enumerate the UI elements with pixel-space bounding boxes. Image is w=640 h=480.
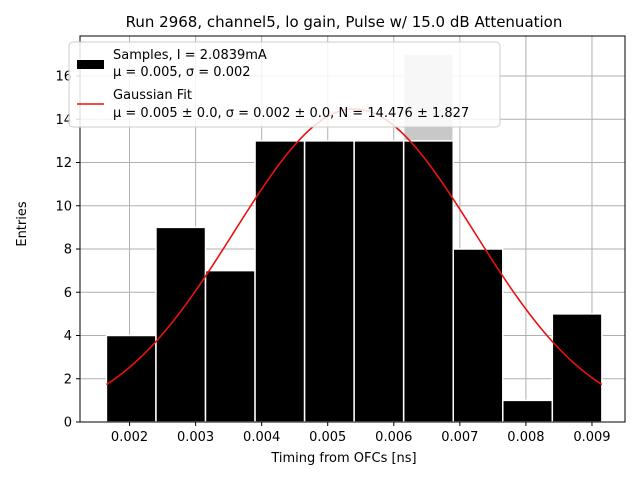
legend-box bbox=[68, 41, 501, 128]
x-axis-ticks: 0.002 0.003 0.004 0.005 0.006 0.007 0.008 0.009 bbox=[111, 422, 611, 445]
y-tick-label: 8 bbox=[64, 243, 72, 258]
legend-samples-line2: μ = 0.005, σ = 0.002 bbox=[113, 65, 251, 80]
histogram-bar bbox=[551, 313, 603, 423]
y-tick-label: 6 bbox=[64, 286, 72, 301]
histogram-bar bbox=[502, 399, 554, 423]
histogram-bar-overlay bbox=[402, 140, 454, 423]
histogram-bar bbox=[303, 140, 355, 423]
y-tick-label: 10 bbox=[55, 199, 72, 214]
y-tick-label: 2 bbox=[64, 372, 72, 387]
histogram-bar bbox=[204, 269, 256, 423]
x-tick-label: 0.004 bbox=[243, 430, 280, 445]
x-tick-label: 0.006 bbox=[375, 430, 412, 445]
legend-samples-line1: Samples, I = 2.0839mA bbox=[113, 48, 267, 63]
y-axis-ticks: 0 2 4 6 8 10 12 14 16 bbox=[55, 70, 80, 431]
x-tick-label: 0.003 bbox=[177, 430, 214, 445]
y-tick-label: 16 bbox=[55, 70, 72, 85]
legend-fit-line2: μ = 0.005 ± 0.0, σ = 0.002 ± 0.0, N = 14… bbox=[113, 106, 469, 121]
histogram-bar bbox=[155, 226, 207, 423]
x-tick-label: 0.002 bbox=[111, 430, 148, 445]
chart-title: Run 2968, channel5, lo gain, Pulse w/ 15… bbox=[126, 13, 563, 31]
x-tick-label: 0.009 bbox=[573, 430, 610, 445]
x-tick-label: 0.007 bbox=[441, 430, 478, 445]
histogram-bar bbox=[353, 140, 405, 423]
y-tick-label: 14 bbox=[55, 113, 72, 128]
x-tick-label: 0.008 bbox=[507, 430, 544, 445]
x-tick-label: 0.005 bbox=[309, 430, 346, 445]
y-axis-label: Entries bbox=[15, 201, 30, 247]
x-axis-label: Timing from OFCs [ns] bbox=[270, 451, 416, 466]
histogram-bar bbox=[254, 140, 306, 423]
y-tick-label: 12 bbox=[55, 156, 72, 171]
plot-frame bbox=[79, 35, 626, 423]
histogram-bar bbox=[452, 248, 504, 423]
legend: Samples, I = 2.0839mA μ = 0.005, σ = 0.0… bbox=[68, 41, 501, 128]
legend-samples-swatch bbox=[77, 60, 104, 69]
legend-fit-line1: Gaussian Fit bbox=[113, 88, 192, 103]
y-tick-label: 4 bbox=[64, 329, 72, 344]
y-tick-label: 0 bbox=[64, 416, 72, 431]
histogram-bars bbox=[105, 53, 603, 423]
